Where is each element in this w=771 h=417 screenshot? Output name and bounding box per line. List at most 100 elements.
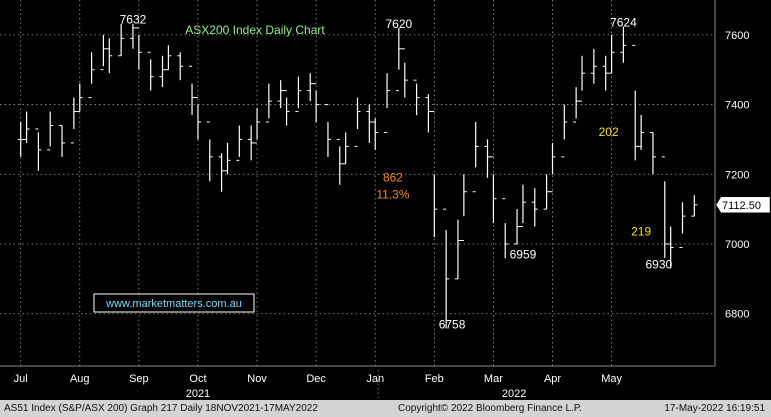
ohlc-bar <box>531 188 538 227</box>
footer-copyright: Copyright© 2022 Bloomberg Finance L.P. <box>398 403 582 414</box>
ohlc-bar <box>431 111 438 238</box>
x-tick-label: Feb <box>425 373 444 385</box>
ohlc-bar <box>324 104 331 157</box>
ohlc-bar <box>254 108 261 144</box>
ohlc-bar <box>490 156 497 224</box>
ohlc-bar <box>484 139 491 178</box>
ohlc-bar <box>88 52 95 99</box>
ohlc-bar <box>100 34 107 71</box>
last-price-label: 7112.50 <box>722 200 761 212</box>
x-tick-label: May <box>601 373 622 385</box>
ohlc-bar <box>632 44 639 161</box>
annotation-low-jan: 6758 <box>439 317 466 331</box>
ohlc-bar <box>248 125 255 161</box>
ohlc-bar <box>413 79 420 116</box>
x-tick-label: Mar <box>484 373 503 385</box>
ohlc-bar <box>384 73 391 133</box>
x-tick-label: Dec <box>306 373 326 385</box>
ohlc-bar <box>70 97 77 144</box>
ohlc-bar <box>443 208 450 329</box>
ohlc-bar <box>454 219 461 280</box>
ohlc-bar <box>608 34 615 74</box>
ohlc-bar <box>277 80 284 109</box>
ohlc-bar <box>366 104 373 143</box>
ohlc-bar <box>372 118 379 150</box>
ohlc-bar <box>159 55 166 88</box>
annotation-bounce-may: 219 <box>631 224 651 238</box>
ohlc-bar <box>35 128 42 171</box>
ohlc-bar <box>265 83 272 123</box>
ohlc-bar <box>59 124 66 157</box>
chart-title: ASX200 Index Daily Chart <box>185 23 325 37</box>
ohlc-bar <box>502 198 509 259</box>
ohlc-bar <box>307 73 314 102</box>
last-price-tag: 7112.50 <box>715 196 771 214</box>
ohlc-bar <box>579 55 586 102</box>
ohlc-bar <box>283 90 290 126</box>
ohlc-bar <box>336 138 343 185</box>
ohlc-bar <box>679 202 686 248</box>
ohlc-bar <box>129 23 136 49</box>
y-tick-label: 7600 <box>725 30 749 42</box>
ohlc-bar <box>147 51 154 91</box>
year-label: 2022 <box>502 388 526 400</box>
y-tick-label: 7400 <box>725 100 749 112</box>
ohlc-bar <box>543 174 550 210</box>
annotation-drop-apr: 202 <box>599 125 619 139</box>
ohlc-bar <box>649 131 656 175</box>
ohlc-bar <box>189 65 196 116</box>
ohlc-bar <box>602 55 609 91</box>
ohlc-bar <box>620 26 627 63</box>
year-label: 2021 <box>186 388 210 400</box>
x-tick-label: Oct <box>189 373 206 385</box>
ohlc-bar <box>135 27 142 70</box>
ohlc-bar <box>460 174 467 242</box>
annotation-peak-jan: 7620 <box>386 17 413 31</box>
ohlc-bar <box>354 97 361 147</box>
annotation-peak-aug: 7632 <box>120 13 147 27</box>
ohlc-bar <box>194 97 201 140</box>
x-tick-label: Aug <box>70 373 90 385</box>
annotation-low-may: 6930 <box>646 257 673 271</box>
annotation-peak-apr: 7624 <box>610 15 637 29</box>
ohlc-bar <box>395 27 402 92</box>
ohlc-bar <box>118 23 125 57</box>
ohlc-bar <box>561 104 568 158</box>
ohlc-bar <box>218 153 225 192</box>
ohlc-bar <box>295 76 302 113</box>
ohlc-bar <box>177 52 184 81</box>
ohlc-bar <box>206 121 213 182</box>
y-tick-label: 7000 <box>725 239 749 251</box>
ohlc-bar <box>313 83 320 122</box>
ohlc-bar <box>342 132 349 165</box>
ohlc-bar <box>17 122 24 157</box>
annotation-fall-percent: 11.3% <box>376 188 409 202</box>
ohlc-bar <box>472 122 479 193</box>
x-axis-ticks: Jul Aug Sep Oct Nov Dec Jan Feb Mar Apr May 2021 202… <box>14 370 622 400</box>
y-axis-ticks: 6800 7000 7200 7400 7600 <box>725 30 749 321</box>
ohlc-bar <box>425 94 432 133</box>
ohlc-bar <box>224 142 231 175</box>
annotation-low-feb: 6959 <box>510 247 537 261</box>
ohlc-bar <box>549 142 556 193</box>
y-tick-label: 7200 <box>725 169 749 181</box>
footer-bar <box>0 400 771 417</box>
x-tick-label: Sep <box>129 373 149 385</box>
annotations: 7632 7620 7624 6758 6959 6930 862 11.3% 202 219 <box>120 13 673 332</box>
ohlc-bar <box>691 195 698 217</box>
x-tick-label: Nov <box>247 373 267 385</box>
x-tick-label: Jan <box>366 373 384 385</box>
watermark-box: www.marketmatters.com.au <box>93 293 255 313</box>
ohlc-bar <box>23 111 30 143</box>
ohlc-bar <box>165 45 172 71</box>
ohlc-bar <box>590 48 597 84</box>
ohlc-bar <box>638 115 645 150</box>
watermark-text: www.marketmatters.com.au <box>105 298 242 310</box>
ohlc-bar <box>106 38 113 74</box>
ohlc-bar <box>519 184 526 228</box>
x-tick-label: Apr <box>544 373 561 385</box>
ohlc-bar <box>573 87 580 123</box>
ohlc-bar <box>401 48 408 98</box>
ohlc-bar <box>47 111 54 151</box>
